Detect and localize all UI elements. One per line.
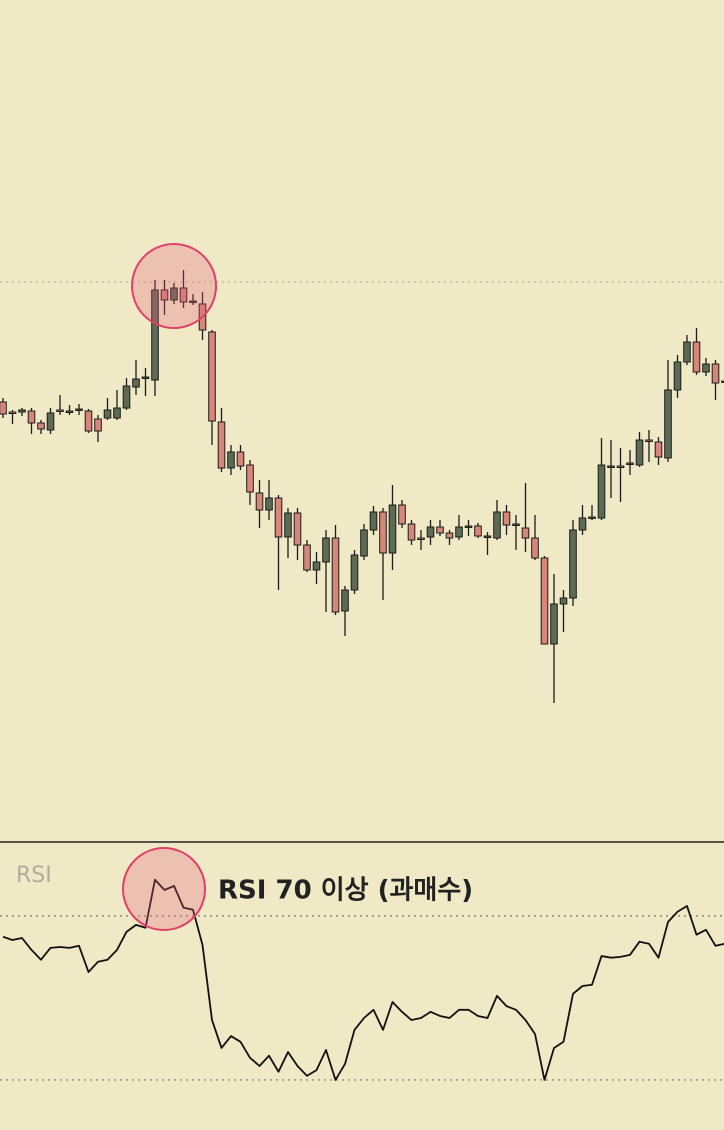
candle-body xyxy=(531,537,539,559)
candle-body xyxy=(597,464,606,519)
candle-body xyxy=(303,544,311,571)
candle-body xyxy=(436,526,444,534)
candle-body xyxy=(559,597,568,605)
candle-body xyxy=(588,516,596,519)
candle-body xyxy=(550,603,558,645)
candle-body xyxy=(578,517,587,531)
candle-body xyxy=(673,361,682,391)
candle-body xyxy=(189,300,197,303)
candle-body xyxy=(284,512,292,538)
candle-body xyxy=(635,439,644,466)
annotation: RSI 70 이상 (과매수) xyxy=(218,876,473,906)
candle-body xyxy=(18,409,26,413)
candle-body xyxy=(151,289,159,381)
candle-body xyxy=(322,537,330,563)
candle-body xyxy=(483,535,492,538)
candle-body xyxy=(664,389,672,459)
candle-body xyxy=(331,537,340,613)
candle-body xyxy=(417,537,425,540)
rsi-label: RSI xyxy=(16,863,52,888)
candle-body xyxy=(369,511,378,531)
candle-body xyxy=(217,421,226,469)
candle-body xyxy=(293,512,302,546)
candle-body xyxy=(122,385,131,409)
candle-body xyxy=(8,411,17,414)
candle-body xyxy=(27,410,36,424)
candle-body xyxy=(540,557,549,645)
candle-body xyxy=(455,526,463,538)
candle-body xyxy=(56,409,64,412)
candle-body xyxy=(493,511,501,539)
candle-body xyxy=(616,465,625,468)
candle-body xyxy=(607,465,615,468)
candle-body xyxy=(398,504,406,525)
candle-body xyxy=(350,554,359,591)
candle-body xyxy=(227,451,235,469)
candle-body xyxy=(141,376,150,379)
candle-body xyxy=(426,526,435,538)
candle-body xyxy=(208,331,216,422)
candle-body xyxy=(711,363,720,384)
candle-body xyxy=(645,439,653,442)
candle-body xyxy=(341,589,349,612)
highlight-circle xyxy=(122,847,206,931)
candle-body xyxy=(132,378,140,388)
candle-body xyxy=(683,341,691,363)
candle-body xyxy=(103,409,112,419)
candle-body xyxy=(360,529,368,557)
price-panel xyxy=(0,270,724,703)
candle-body xyxy=(569,529,577,599)
candle-body xyxy=(626,462,634,465)
candle-body xyxy=(84,410,93,432)
candle-body xyxy=(654,441,663,458)
candle-body xyxy=(445,532,454,539)
candle-body xyxy=(312,561,321,571)
candle-body xyxy=(113,407,121,419)
candle-body xyxy=(170,287,178,301)
candle-body xyxy=(521,527,530,539)
rsi-line xyxy=(2,878,724,1081)
candle-body xyxy=(502,511,511,526)
candle-body xyxy=(179,287,188,303)
candle-body xyxy=(464,525,473,528)
candle-body xyxy=(94,418,102,432)
candle-body xyxy=(274,497,283,538)
candle-body xyxy=(721,380,724,383)
candle-body xyxy=(0,401,7,415)
candle-body xyxy=(702,363,710,373)
candle-body xyxy=(692,341,701,373)
candle-body xyxy=(255,492,264,511)
rsi-panel xyxy=(0,878,724,1081)
candle-body xyxy=(46,412,55,431)
candle-body xyxy=(474,525,482,537)
candle-body xyxy=(75,408,83,411)
candle-body xyxy=(407,523,416,541)
candle-body xyxy=(512,523,520,526)
candle-body xyxy=(265,497,273,511)
candle-body xyxy=(65,410,74,413)
candle-body xyxy=(160,289,169,301)
candle-body xyxy=(246,464,254,493)
candle-body xyxy=(236,451,245,467)
candle-body xyxy=(388,504,397,554)
candle-body xyxy=(379,511,387,554)
candle-body xyxy=(37,422,45,430)
highlight-circle xyxy=(131,243,217,329)
